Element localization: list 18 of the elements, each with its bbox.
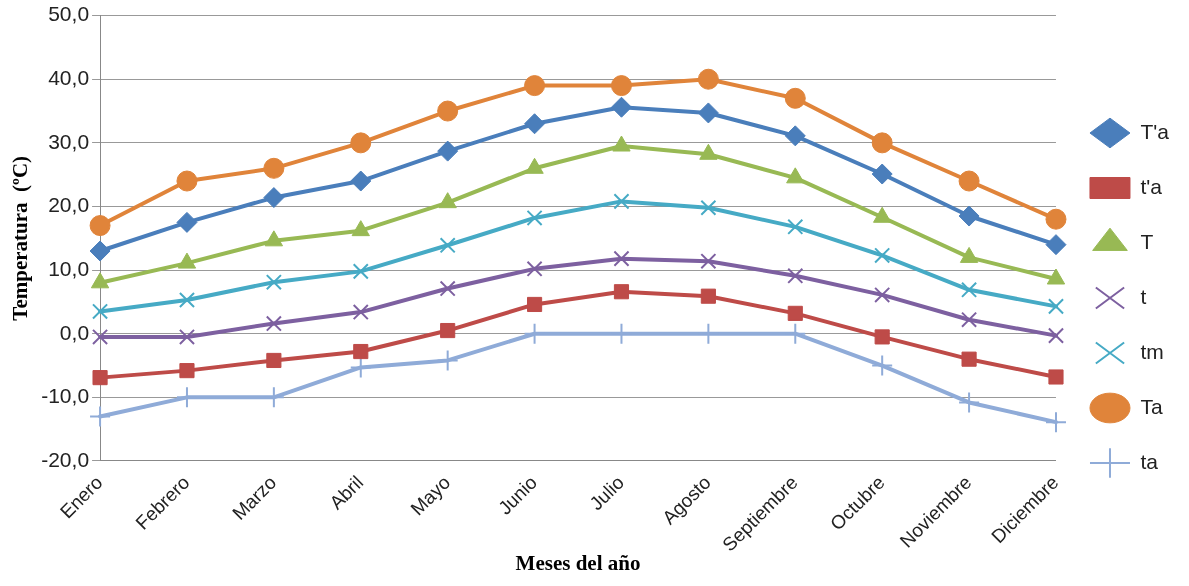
legend-label: t'a [1140, 174, 1163, 198]
legend-label: tm [1140, 339, 1164, 363]
legend-label: t [1140, 284, 1147, 308]
y-tick-label: 40,0 [48, 66, 90, 90]
x-tick-label: Julio [585, 471, 629, 515]
legend-label: Ta [1140, 394, 1163, 418]
legend-label: T [1140, 229, 1154, 253]
y-tick-label: 30,0 [48, 129, 90, 153]
y-tick-label: 20,0 [48, 193, 90, 217]
legend-label: T'a [1140, 119, 1170, 143]
x-axis-title: Meses del año [515, 550, 641, 575]
y-tick-label: -10,0 [41, 384, 90, 408]
y-axis-title: Temperatura (ºC) [8, 155, 33, 321]
y-tick-label: 50,0 [48, 2, 90, 26]
y-tick-label: -20,0 [41, 447, 90, 471]
y-tick-label: 10,0 [48, 256, 90, 280]
y-tick-label: 0,0 [59, 320, 90, 344]
legend-label: ta [1140, 449, 1159, 473]
